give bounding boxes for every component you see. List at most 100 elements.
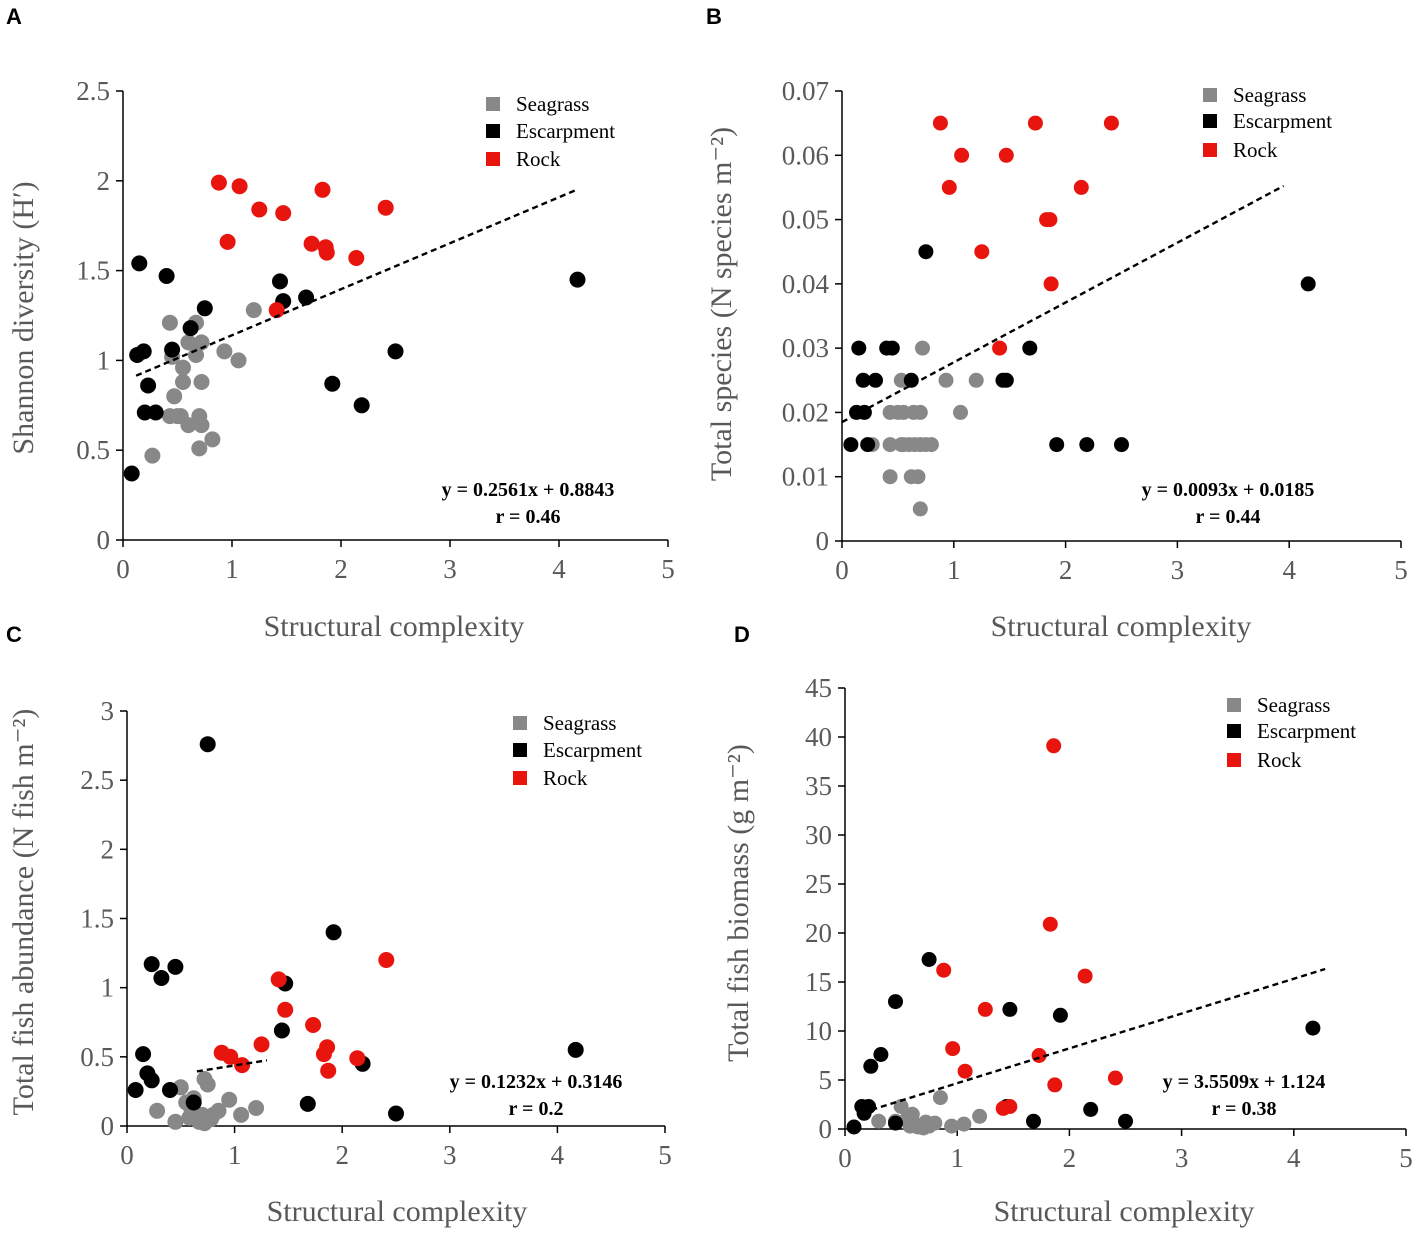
panel-d-seagrass-point (893, 1099, 909, 1114)
panel-b-trendline (841, 184, 1285, 424)
panel-a-x-tick-label: 0 (116, 554, 130, 584)
panel-c-y-ticks: 0 0.5 1 1.5 2 2.5 3 (80, 696, 127, 1141)
panel-d-legend-escarpment: Escarpment (1257, 719, 1356, 743)
panel-b-legend-escarpment: Escarpment (1233, 109, 1332, 133)
panel-d-regression-equation: y = 3.5509x + 1.124 (1163, 1071, 1326, 1093)
panel-b-rock-point (998, 147, 1014, 163)
panel-b-seagrass-point (923, 437, 939, 453)
panel-b-regression-line (841, 184, 1285, 424)
panel-a-letter: A (6, 4, 22, 29)
panel-d-legend-swatch-escarpment (1227, 724, 1241, 738)
panel-d-escarpment-point (888, 994, 903, 1010)
panel-b-seagrass-point (912, 501, 928, 517)
panel-c-letter: C (6, 622, 22, 647)
panel-c-seagrass-point (149, 1102, 166, 1119)
panel-b-seagrass-point (938, 372, 954, 388)
panel-c: C 0 0.5 1 1.5 2 2.5 3 0 1 2 3 4 5 Structural comple… (6, 622, 672, 1228)
panel-d-legend: Seagrass Escarpment Rock (1227, 693, 1356, 772)
panel-a-escarpment-point (182, 320, 199, 337)
panel-a-escarpment-point (135, 343, 152, 360)
panel-b-seagrass-point (882, 469, 898, 485)
panel-a-seagrass-point (161, 314, 178, 331)
panel-a-x-tick-label: 1 (225, 554, 239, 584)
panel-a-x-tick-label: 3 (443, 554, 457, 584)
panel-c-seagrass-point (221, 1091, 238, 1108)
panel-b-x-tick-label: 5 (1394, 555, 1408, 585)
panel-a-escarpment-point (324, 375, 341, 392)
panel-c-y-axis-label: Total fish abundance (N fish m⁻²) (7, 709, 40, 1116)
panel-b-letter: B (706, 4, 722, 29)
panel-b-escarpment-point (903, 372, 919, 388)
panel-a-y-tick-label: 1.5 (76, 256, 110, 286)
panel-d-escarpment-point (846, 1119, 862, 1135)
panel-a-legend: Seagrass Escarpment Rock (486, 92, 615, 171)
panel-b-legend-seagrass: Seagrass (1233, 83, 1306, 107)
panel-b-y-tick-label: 0.06 (782, 140, 829, 170)
panel-a-y-tick-label: 0 (97, 525, 111, 555)
panel-a-rock-point (251, 201, 268, 218)
panel-c-escarpment-point (199, 736, 216, 753)
panel-a-seagrass-point (193, 374, 210, 390)
panel-d-rock-point (945, 1041, 961, 1057)
panel-b-y-tick-label: 0.02 (782, 397, 829, 427)
panel-a-seagrass-point (193, 417, 210, 434)
panel-b-y-tick-label: 0.07 (782, 76, 829, 106)
panel-a-seagrass-point (175, 359, 191, 376)
panel-a-escarpment-point (272, 273, 288, 290)
panel-d-x-tick-label: 4 (1287, 1143, 1301, 1173)
panel-c-x-tick-label: 3 (443, 1140, 457, 1170)
panel-d-y-tick-label: 45 (805, 673, 832, 703)
panel-b-legend-swatch-rock (1203, 143, 1217, 157)
panel-c-rock-point (253, 1036, 270, 1053)
panel-c-y-tick-label: 0 (101, 1111, 115, 1141)
panel-b-x-tick-label: 0 (835, 555, 849, 585)
panel-b-rock-point (974, 244, 990, 260)
panel-a-seagrass-point (166, 388, 183, 405)
panel-d-x-tick-label: 2 (1063, 1143, 1077, 1173)
panel-b-rock-point (954, 147, 970, 163)
panel-b-escarpment-point (1114, 437, 1129, 453)
panel-d-escarpment-point (1026, 1113, 1041, 1129)
panel-a-seagrass-point (191, 440, 208, 457)
panel-a-rock-point (219, 233, 236, 250)
panel-c-axes (126, 711, 665, 1127)
panel-a-x-ticks: 0 1 2 3 4 5 (116, 540, 675, 584)
panel-c-rock-point (319, 1039, 336, 1056)
panel-b-points (843, 115, 1316, 517)
panel-b-rock-point (1027, 115, 1043, 131)
panel-c-y-tick-label: 3 (101, 696, 115, 726)
panel-a-rock-point (348, 250, 365, 266)
panel-a-regression-equation: y = 0.2561x + 0.8843 (442, 479, 615, 501)
panel-d-points (846, 738, 1321, 1136)
panel-b-x-tick-label: 1 (947, 555, 961, 585)
panel-d-rock-point (1107, 1070, 1123, 1086)
panel-b-rock-point (1042, 212, 1058, 228)
panel-c-rock-point (277, 1001, 294, 1018)
panel-d-x-tick-label: 3 (1175, 1143, 1189, 1173)
panel-c-escarpment-point (135, 1046, 152, 1063)
panel-c-escarpment-point (127, 1082, 144, 1098)
panel-d-escarpment-point (921, 952, 937, 967)
panel-a-seagrass-point (216, 343, 233, 360)
panel-c-escarpment-point (143, 956, 160, 973)
panel-d-escarpment-point (863, 1058, 879, 1074)
panel-b-y-tick-label: 0.01 (782, 462, 829, 492)
panel-c-escarpment-point (162, 1082, 178, 1098)
panel-b-regression-equation: y = 0.0093x + 0.0185 (1142, 479, 1315, 501)
panel-c-rock-point (378, 952, 395, 968)
panel-b-legend-swatch-seagrass (1203, 88, 1217, 102)
panel-d-escarpment-point (1052, 1007, 1068, 1023)
panel-d-escarpment-point (1002, 1001, 1018, 1017)
panel-c-y-tick-label: 0.5 (80, 1042, 114, 1072)
panel-c-legend-seagrass: Seagrass (543, 711, 616, 735)
panel-a-axes (122, 91, 668, 541)
panel-d-y-axis-label: Total fish biomass (g m⁻²) (722, 744, 755, 1062)
panel-a-legend-rock: Rock (516, 147, 561, 171)
panel-d-rock-point (1077, 968, 1093, 984)
panel-b-y-tick-label: 0.05 (782, 205, 829, 235)
panel-b-y-tick-label: 0 (816, 526, 830, 556)
panel-a-legend-escarpment: Escarpment (516, 119, 615, 143)
panel-a-seagrass-point (230, 352, 247, 369)
panel-c-escarpment-point (167, 958, 184, 975)
panel-d-escarpment-point (1083, 1101, 1099, 1117)
